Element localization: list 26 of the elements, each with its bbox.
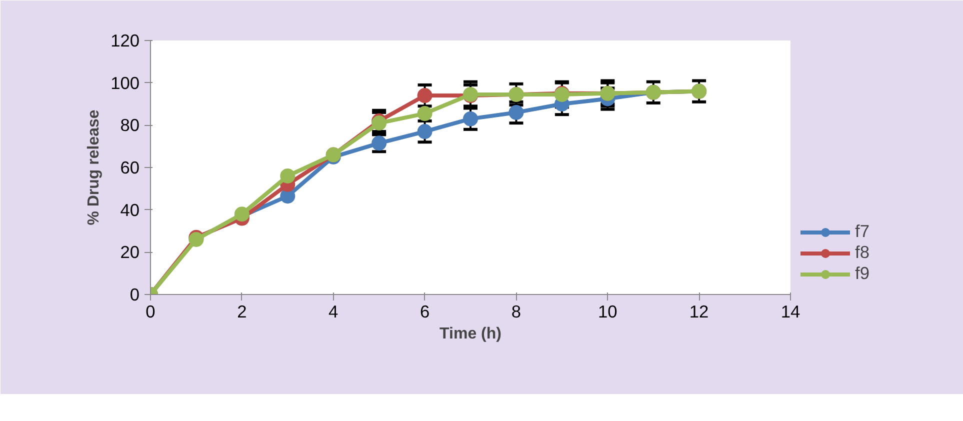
x-tick-label: 4 bbox=[328, 302, 339, 322]
legend-label: f9 bbox=[855, 263, 870, 284]
point bbox=[463, 111, 478, 126]
y-tick-label: 40 bbox=[120, 200, 140, 220]
x-axis-title: Time (h) bbox=[440, 326, 502, 342]
x-tick-label: 14 bbox=[780, 302, 800, 322]
y-tick-label: 20 bbox=[120, 242, 140, 262]
point bbox=[372, 136, 387, 151]
x-tick-label: 2 bbox=[237, 302, 247, 322]
legend-label: f7 bbox=[855, 221, 870, 242]
x-tick-label: 10 bbox=[598, 302, 618, 322]
point bbox=[417, 106, 432, 122]
y-tick-label: 80 bbox=[120, 115, 140, 136]
point bbox=[417, 124, 432, 140]
y-tick-label: 100 bbox=[110, 72, 140, 93]
point bbox=[280, 168, 296, 184]
y-tick-label: 120 bbox=[110, 30, 140, 50]
x-tick-label: 0 bbox=[146, 302, 156, 322]
x-tick-label: 8 bbox=[511, 302, 522, 322]
x-tick-label: 12 bbox=[689, 302, 709, 322]
y-tick-label: 60 bbox=[120, 158, 140, 178]
y-axis-title: % Drug release bbox=[86, 110, 103, 226]
legend-label: f8 bbox=[855, 242, 870, 263]
point bbox=[417, 88, 432, 104]
y-tick-label: 0 bbox=[130, 284, 140, 304]
x-tick-label: 6 bbox=[420, 302, 430, 322]
